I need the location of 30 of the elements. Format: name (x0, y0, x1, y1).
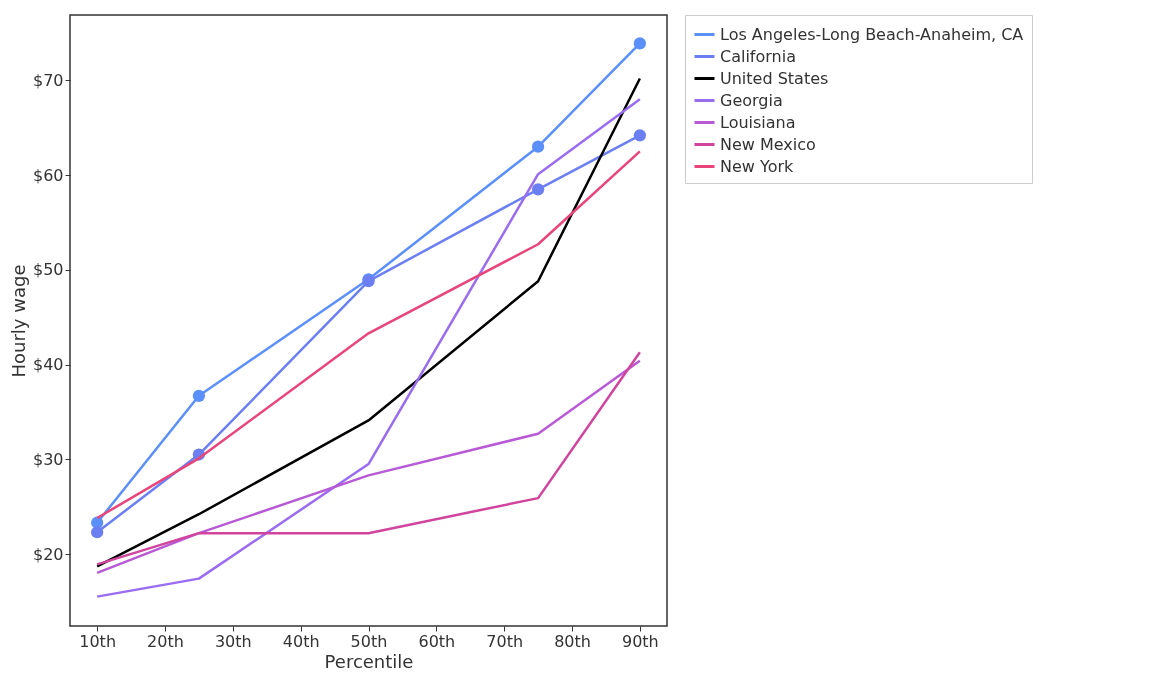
legend-label: Georgia (720, 90, 783, 110)
y-axis-title: Hourly wage (7, 264, 29, 378)
y-tick-label: $30 (32, 449, 64, 469)
x-tick-label: 90th (621, 631, 659, 651)
legend-label: Los Angeles-Long Beach-Anaheim, CA (720, 24, 1024, 44)
y-tick-label: $60 (32, 165, 64, 185)
y-tick-label: $50 (32, 260, 64, 280)
x-tick-label: 30th (214, 631, 252, 651)
x-tick-label: 10th (79, 631, 117, 651)
point (91, 526, 104, 539)
y-tick-label: $20 (32, 544, 64, 564)
x-tick-label: 70th (486, 631, 524, 651)
x-tick-label: 60th (418, 631, 456, 651)
point (633, 129, 646, 142)
legend-label: Louisiana (720, 112, 796, 132)
x-axis-title: Percentile (324, 650, 414, 672)
legend-label: New Mexico (720, 134, 816, 154)
point (192, 389, 206, 402)
x-tick-label: 80th (554, 631, 591, 651)
point (531, 183, 545, 196)
x-tick-label: 20th (147, 631, 184, 651)
y-tick-label: $70 (32, 70, 64, 90)
x-tick-label: 50th (350, 631, 388, 651)
y-tick-label: $40 (32, 355, 64, 375)
x-tick-label: 40th (282, 631, 320, 651)
point (531, 140, 545, 153)
legend-label: United States (720, 68, 829, 88)
point (633, 37, 646, 50)
legend-label: New York (720, 156, 794, 176)
legend-label: California (720, 46, 796, 66)
